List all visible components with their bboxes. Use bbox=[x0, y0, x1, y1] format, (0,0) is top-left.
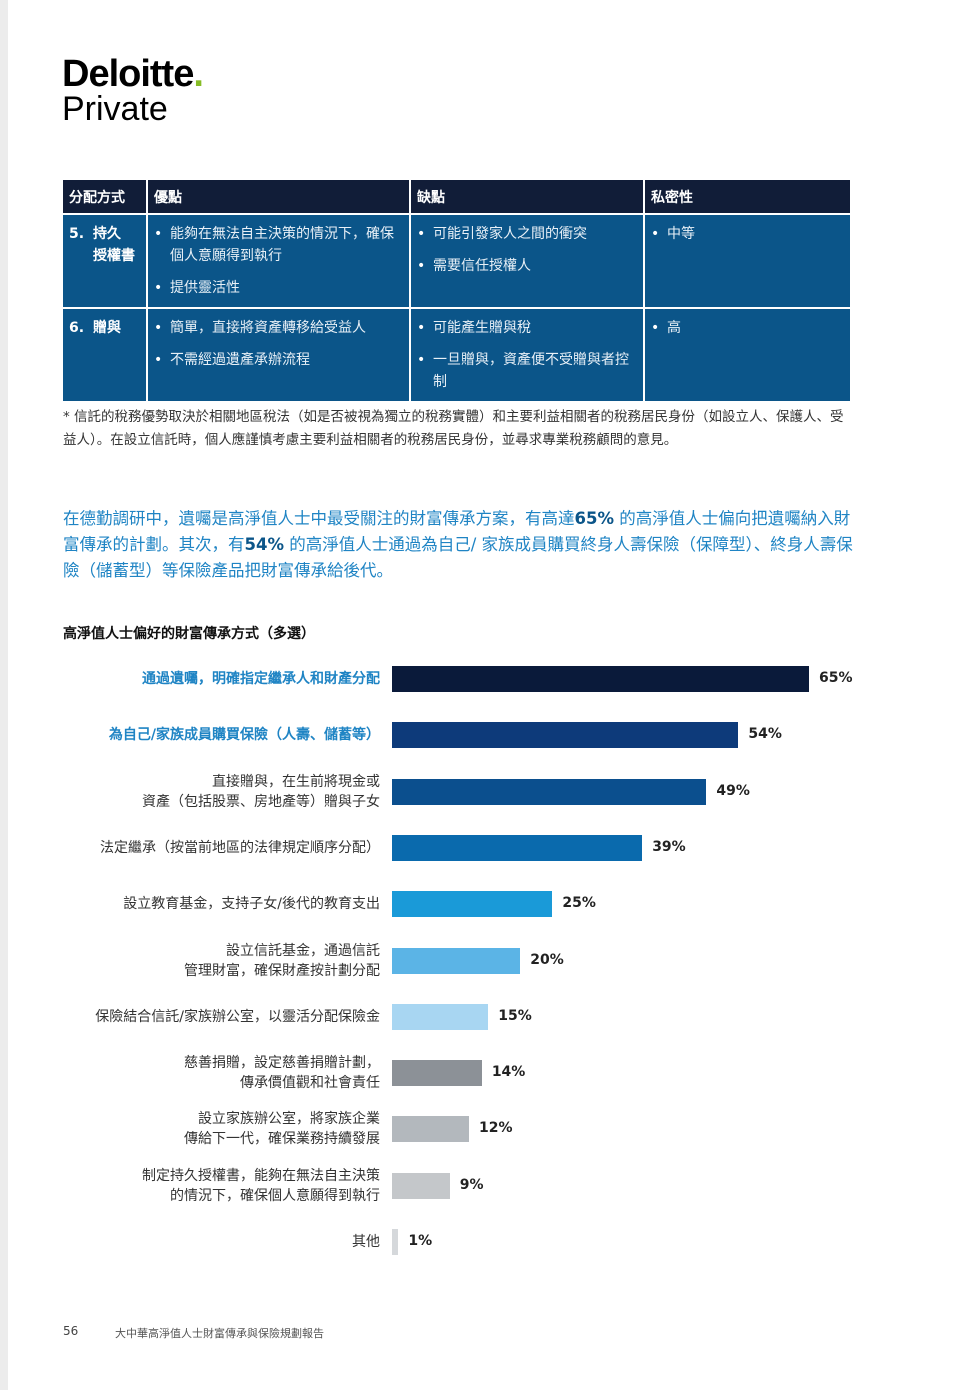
bar-category-label: 設立家族辦公室，將家族企業 傳給下一代，確保業務持續發展 bbox=[184, 1111, 380, 1148]
deloitte-private-logo: Deloitte. Private bbox=[62, 53, 204, 128]
bar-category-label: 其他 bbox=[352, 1234, 380, 1250]
bar-value-label: 49% bbox=[716, 782, 750, 799]
bar bbox=[392, 778, 707, 805]
distribution-methods-table: 分配方式 優點 缺點 私密性 5. 持久 授權書 能夠在無法自主決策的情況下，確保… bbox=[63, 180, 850, 401]
bar bbox=[392, 891, 553, 918]
bar-category-label: 法定繼承（按當前地區的法律規定順序分配） bbox=[100, 839, 380, 856]
intro-highlight-65: 65% bbox=[574, 509, 615, 528]
page-edge bbox=[0, 0, 8, 1390]
bar-value-label: 20% bbox=[530, 951, 564, 968]
pros-cell: 簡單，直接將資產轉移給受益人 不需經過遺產承辦流程 bbox=[147, 307, 411, 401]
logo-green-dot: . bbox=[193, 53, 204, 95]
bar bbox=[392, 1172, 450, 1199]
bar-category-label: 制定持久授權書，能夠在無法自主決策 的情況下，確保個人意願得到執行 bbox=[142, 1167, 380, 1204]
cons-item: 一旦贈與，資產便不受贈與者控制 bbox=[417, 349, 637, 393]
header-privacy: 私密性 bbox=[644, 180, 850, 214]
bar-value-label: 65% bbox=[819, 670, 853, 686]
bar bbox=[392, 722, 739, 749]
trust-tax-footnote: * 信託的稅務優勢取決於相關地區稅法（如是否被視為獨立的稅務實體）和主要利益相關… bbox=[63, 409, 844, 448]
logo-brand: Deloitte bbox=[62, 53, 194, 95]
bar bbox=[392, 1003, 489, 1030]
pros-item: 提供靈活性 bbox=[154, 277, 403, 299]
survey-intro-paragraph: 在德勤調研中，遺囑是高淨值人士中最受關注的財富傳承方案，有高達65% 的高淨值人… bbox=[63, 506, 853, 584]
pros-cell: 能夠在無法自主決策的情況下，確保個人意願得到執行 提供靈活性 bbox=[147, 213, 411, 308]
bar-value-label: 39% bbox=[652, 838, 686, 855]
method-cell: 6. 贈與 bbox=[63, 307, 148, 401]
chart-title: 高淨值人士偏好的財富傳承方式（多選） bbox=[63, 626, 315, 642]
header-method: 分配方式 bbox=[63, 180, 148, 214]
bar-value-label: 15% bbox=[498, 1007, 532, 1024]
bar-value-label: 12% bbox=[478, 1120, 513, 1137]
bar-category-label: 通過遺囑，明確指定繼承人和財產分配 bbox=[142, 671, 380, 687]
bar bbox=[392, 947, 521, 974]
cons-cell: 可能產生贈與稅 一旦贈與，資產便不受贈與者控制 bbox=[410, 307, 645, 401]
logo-subtitle: Private bbox=[62, 90, 168, 128]
bar bbox=[392, 666, 809, 692]
page-number: 56 bbox=[63, 1324, 79, 1338]
bar-value-label: 25% bbox=[562, 895, 596, 912]
cons-cell: 可能引發家人之間的衝突 需要信任授權人 bbox=[410, 213, 645, 308]
method-name: 贈與 bbox=[93, 320, 121, 336]
bar-category-label: 直接贈與，在生前將現金或 資產（包括股票、房地產等）贈與子女 bbox=[142, 773, 380, 810]
bar-value-label: 1% bbox=[408, 1233, 433, 1249]
intro-text: 的高淨值人士偏向把遺囑納入財富傳承的計劃。其次，有 bbox=[63, 509, 851, 554]
bar-category-label: 保險結合信託/家族辦公室，以靈活分配保險金 bbox=[95, 1008, 380, 1025]
bar-category-label: 慈善捐贈，設定慈善捐贈計劃， 傳承價值觀和社會責任 bbox=[184, 1055, 380, 1092]
privacy-cell: 高 bbox=[644, 307, 850, 401]
bar-value-label: 14% bbox=[491, 1064, 526, 1081]
header-pros: 優點 bbox=[147, 180, 411, 214]
bar-category-label: 設立信託基金，通過信託 管理財富，確保財產按計劃分配 bbox=[184, 942, 380, 979]
bar-category-label: 設立教育基金，支持子女/後代的教育支出 bbox=[123, 896, 380, 913]
privacy-cell: 中等 bbox=[644, 213, 850, 308]
bar-value-label: 54% bbox=[748, 726, 782, 743]
bar bbox=[392, 1116, 469, 1143]
header-cons: 缺點 bbox=[410, 180, 645, 214]
intro-text: 在德勤調研中，遺囑是高淨值人士中最受關注的財富傳承方案，有高達 bbox=[63, 509, 575, 528]
privacy-value: 中等 bbox=[651, 223, 844, 245]
method-cell: 5. 持久 授權書 bbox=[63, 213, 148, 308]
cons-item: 需要信任授權人 bbox=[417, 255, 637, 277]
table-row: 5.持久 授權書 能夠在無法自主決策的情況下，確保個人意願得到執行 提供靈活性 … bbox=[63, 213, 850, 308]
cons-item: 可能引發家人之間的衝突 bbox=[417, 223, 637, 245]
bar bbox=[392, 834, 643, 861]
row-number: 5. bbox=[69, 226, 85, 242]
row-number: 6. bbox=[69, 320, 85, 336]
bar-value-label: 9% bbox=[459, 1176, 484, 1193]
wealth-transfer-bar-chart: 通過遺囑，明確指定繼承人和財產分配 65% 為自己/家族成員購買保險（人壽、儲蓄等）… bbox=[0, 650, 980, 1270]
bar-category-label: 為自己/家族成員購買保險（人壽、儲蓄等） bbox=[108, 727, 380, 744]
report-title-footer: 大中華高淨值人士財富傳承與保險規劃報告 bbox=[115, 1327, 324, 1340]
logo-wordmark: Deloitte. bbox=[62, 53, 204, 95]
bar bbox=[392, 1229, 399, 1255]
privacy-value: 高 bbox=[651, 317, 844, 339]
intro-text: 的高淨值人士通過為自己/ 家族成員購買終身人壽保險（保障型）、終身人壽保險（儲蓄… bbox=[63, 535, 853, 580]
intro-highlight-54: 54% bbox=[244, 535, 285, 554]
cons-item: 可能產生贈與稅 bbox=[417, 317, 637, 339]
table-row: 6. 贈與 簡單，直接將資產轉移給受益人 不需經過遺產承辦流程 可能產生贈與稅 一… bbox=[63, 307, 850, 401]
pros-item: 不需經過遺產承辦流程 bbox=[154, 349, 403, 371]
table-header-row: 分配方式 優點 缺點 私密性 bbox=[63, 180, 850, 214]
bar bbox=[392, 1060, 482, 1087]
method-name: 持久 授權書 bbox=[93, 226, 135, 264]
pros-item: 簡單，直接將資產轉移給受益人 bbox=[154, 317, 403, 339]
pros-item: 能夠在無法自主決策的情況下，確保個人意願得到執行 bbox=[154, 223, 403, 267]
